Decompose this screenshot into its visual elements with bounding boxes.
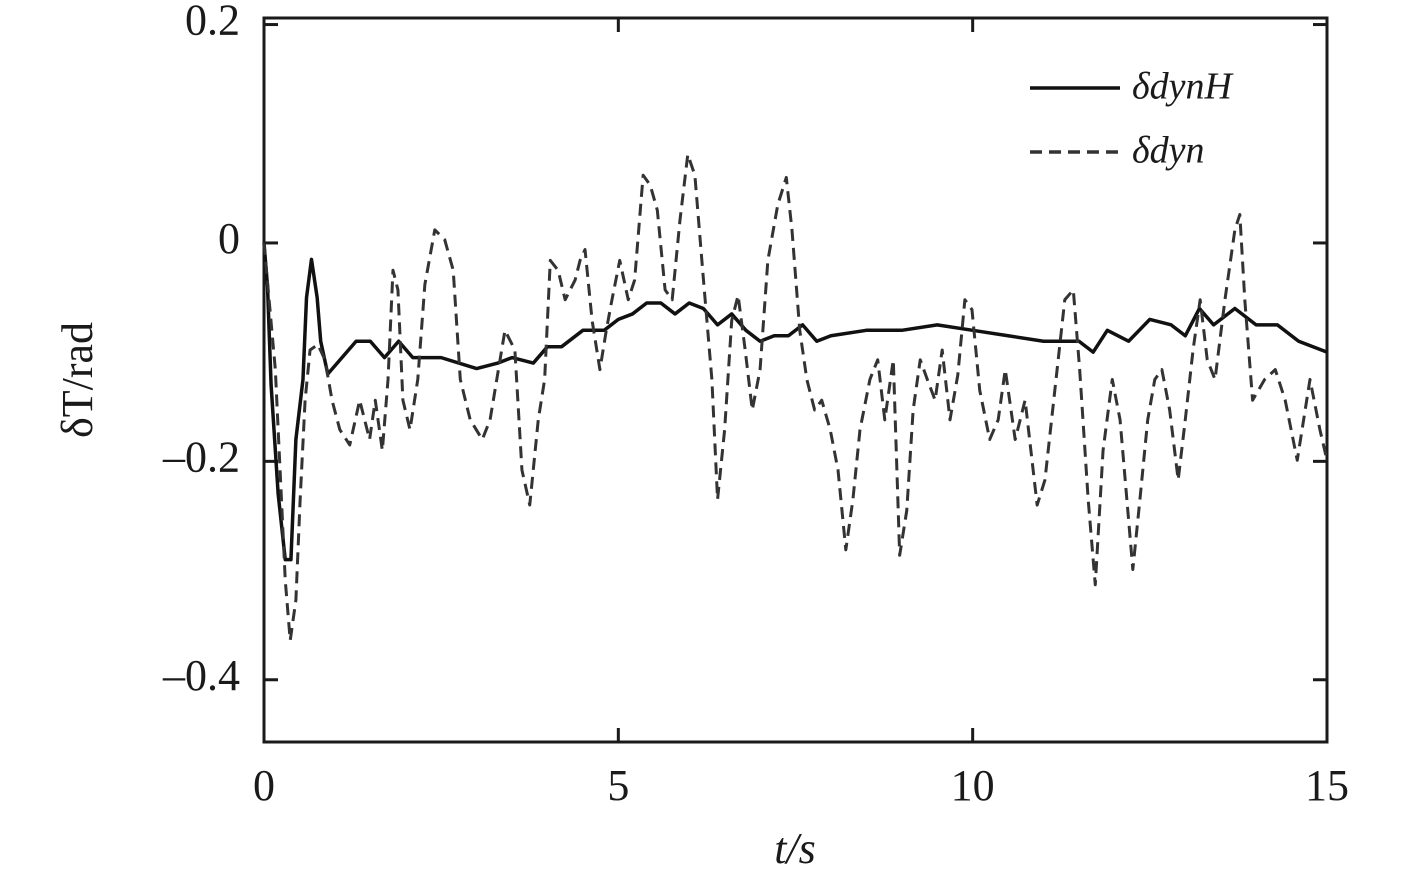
data-line bbox=[262, 153, 1329, 642]
y-tick-label: –0.4 bbox=[162, 651, 240, 700]
y-tick-label: –0.2 bbox=[162, 432, 240, 481]
x-axis-label: t/s bbox=[774, 824, 816, 873]
y-tick-label: 0 bbox=[218, 214, 240, 263]
x-tick-label: 5 bbox=[607, 761, 629, 810]
x-tick-label: 10 bbox=[951, 761, 995, 810]
plot-frame bbox=[262, 16, 1329, 744]
y-axis-label: δT/rad bbox=[53, 322, 102, 438]
x-tick-label: 15 bbox=[1305, 761, 1349, 810]
data-line bbox=[262, 242, 1328, 562]
legend-label: δdyn bbox=[1132, 130, 1205, 172]
x-tick-label: 0 bbox=[253, 761, 275, 810]
legend-label: δdynH bbox=[1132, 66, 1235, 108]
y-tick-label: 0.2 bbox=[185, 0, 240, 45]
